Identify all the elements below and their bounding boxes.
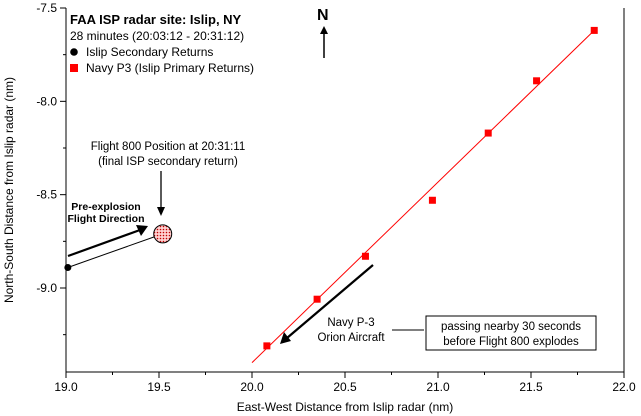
secondary-track-line: [67, 233, 163, 268]
legend-secondary-marker: [70, 48, 78, 56]
legend-secondary-label: Islip Secondary Returns: [86, 45, 213, 59]
flight800-label-1: Flight 800 Position at 20:31:11: [91, 141, 246, 153]
navy-p3-return-point: [484, 129, 492, 137]
navy-note-line-1: passing nearby 30 seconds: [441, 321, 581, 333]
y-tick-label: -8.5: [36, 188, 57, 202]
navy-note-box: [425, 315, 597, 351]
x-tick-label: 22.0: [612, 380, 636, 394]
navy-p3-return-point: [590, 26, 598, 34]
north-arrow-head: [320, 26, 328, 34]
x-tick-label: 21.0: [426, 380, 450, 394]
navy-p3-return-point: [428, 196, 436, 204]
chart-subtitle: 28 minutes (20:03:12 - 20:31:12): [70, 29, 244, 43]
navy-note-line-2: before Flight 800 explodes: [443, 336, 579, 348]
y-tick-label: -8.0: [36, 94, 57, 108]
navy-p3-return-point: [361, 252, 369, 260]
north-label: N: [317, 7, 329, 24]
navy-p3-return-point: [313, 295, 321, 303]
navy-p3-return-point: [263, 342, 271, 350]
x-tick-label: 20.0: [240, 380, 264, 394]
annotations: FAA ISP radar site: Islip, NY 28 minutes…: [67, 7, 597, 351]
navy-p3-track-line: [251, 30, 595, 364]
navy-p3-return-point: [533, 77, 541, 85]
x-axis-label: East-West Distance from Islip radar (nm): [237, 400, 454, 414]
navy-direction-arrow-head: [280, 332, 291, 344]
legend-navy-marker: [70, 64, 78, 72]
y-tick-label: -7.5: [36, 1, 57, 15]
x-tick-label: 20.5: [333, 380, 357, 394]
legend-navy-label: Navy P3 (Islip Primary Returns): [86, 61, 254, 75]
secondary-return-point: [64, 263, 72, 271]
navy-direction-arrow-shaft: [286, 264, 374, 339]
navy-label-1: Navy P-3: [327, 317, 374, 329]
y-tick-label: -9.0: [36, 281, 57, 295]
chart-title: FAA ISP radar site: Islip, NY: [70, 12, 242, 27]
flight800-label-2: (final ISP secondary return): [98, 156, 238, 168]
navy-label-2: Orion Aircraft: [317, 332, 385, 344]
flight800-pointer-head: [157, 207, 165, 216]
preexplosion-arrow-head: [136, 225, 148, 236]
flight800-final-position-point: [153, 224, 173, 244]
y-axis-label: North-South Distance from Islip radar (n…: [2, 77, 16, 303]
preexplosion-arrow-shaft: [67, 228, 141, 258]
x-tick-label: 19.5: [147, 380, 171, 394]
marks: [64, 26, 598, 364]
preexplosion-label-1: Pre-explosion: [71, 201, 140, 213]
x-tick-label: 19.0: [54, 380, 78, 394]
preexplosion-label-2: Flight Direction: [68, 213, 145, 225]
x-tick-label: 21.5: [519, 380, 543, 394]
